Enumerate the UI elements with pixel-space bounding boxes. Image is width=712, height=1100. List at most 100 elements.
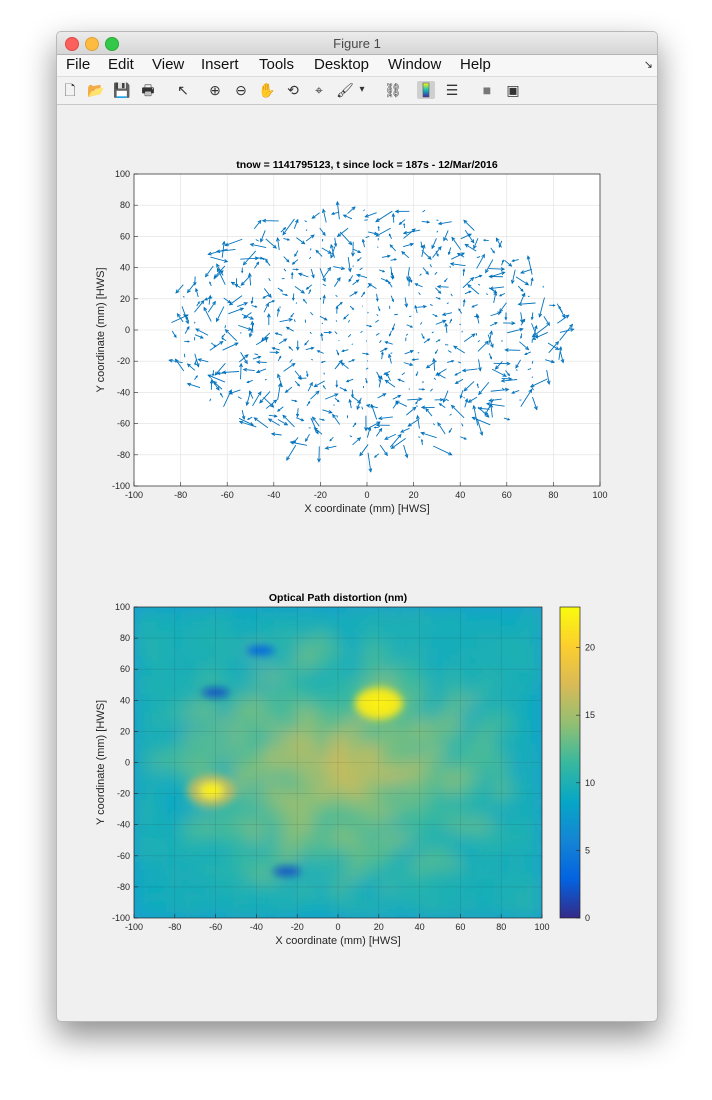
insert-colorbar-icon[interactable] <box>417 81 435 99</box>
figure-window: Figure 1 File Edit View Insert Tools Des… <box>56 31 658 1022</box>
title-bar[interactable]: Figure 1 <box>57 32 657 55</box>
menu-desktop[interactable]: Desktop <box>314 56 370 73</box>
edit-plot-icon[interactable]: ↖ <box>177 82 189 98</box>
heatmap-cell <box>346 806 363 819</box>
quiver-arrow <box>380 347 388 353</box>
heatmap-axes[interactable]: -100 -80 -60 -40 -20 0 20 40 60 80 100 -100 -80 -60 -4… <box>95 592 550 947</box>
quiver-arrow <box>182 296 185 298</box>
heatmap-cell <box>231 681 249 695</box>
heatmap-x-axis-label: X coordinate (mm) [HWS] <box>275 935 400 947</box>
heatmap-cell <box>476 756 494 770</box>
heatmap-cell <box>166 607 184 620</box>
save-icon[interactable]: 💾 <box>113 82 131 98</box>
quiver-arrow <box>333 237 338 248</box>
open-file-icon[interactable]: 📂 <box>87 82 105 98</box>
heatmap-cell <box>199 656 217 670</box>
heatmap-cell <box>329 843 347 857</box>
quiver-arrow <box>421 249 432 260</box>
quiver-arrow <box>322 409 333 414</box>
brush-dropdown-icon[interactable]: ▾ <box>359 84 365 95</box>
new-figure-icon[interactable]: 🗋 <box>64 82 76 98</box>
hide-plot-tools-icon[interactable]: ■ <box>482 82 492 98</box>
heatmap-cell <box>248 893 266 907</box>
heatmap-cell <box>280 756 298 770</box>
menu-view[interactable]: View <box>152 56 185 73</box>
zoom-window-button[interactable] <box>105 37 119 51</box>
heatmap-cell <box>476 768 494 782</box>
quiver-arrow <box>364 212 377 218</box>
menu-window[interactable]: Window <box>388 56 442 73</box>
quiver-arrow <box>294 286 306 294</box>
brush-icon[interactable]: 🖌 <box>336 82 354 98</box>
quiver-arrow <box>515 276 530 286</box>
zoom-out-icon[interactable]: ⊖ <box>235 82 247 98</box>
menu-tools[interactable]: Tools <box>259 56 295 73</box>
quiver-arrow <box>241 313 255 320</box>
heatmap-cell <box>411 893 429 907</box>
quiver-arrow <box>330 246 336 259</box>
quiver-axes[interactable]: -100 -80 -60 -40 -20 0 20 40 60 80 100 -100 -80 -60 -4… <box>95 159 608 515</box>
heatmap-cell <box>411 669 429 683</box>
quiver-arrow <box>291 259 299 265</box>
quiver-arrow <box>433 377 437 380</box>
zoom-in-icon[interactable]: ⊕ <box>209 82 221 98</box>
heatmap-cell <box>395 718 412 732</box>
pan-icon[interactable]: ✋ <box>258 82 276 98</box>
heatmap-cell <box>476 893 494 907</box>
colorbar[interactable]: 0 5 10 15 20 <box>559 606 595 923</box>
heatmap-cell <box>199 843 217 857</box>
heatmap-cell <box>313 806 331 819</box>
quiver-arrow <box>490 311 502 317</box>
heatmap-cell <box>444 694 461 708</box>
heatmap-cell <box>444 619 461 633</box>
heatmap-cell <box>444 756 461 770</box>
heatmap-cell <box>166 743 184 757</box>
quiver-arrow <box>340 362 349 370</box>
quiver-arrow <box>546 369 551 386</box>
heatmap-cell <box>378 631 396 645</box>
heatmap-cell <box>215 806 233 819</box>
quiver-arrow <box>267 418 280 426</box>
heatmap-cell <box>280 793 298 807</box>
heatmap-cell <box>493 743 510 757</box>
close-window-button[interactable] <box>65 37 79 51</box>
insert-legend-icon[interactable]: ☰ <box>445 82 459 98</box>
quiver-arrow <box>458 361 462 364</box>
heatmap-cell <box>182 706 200 720</box>
heatmap-cell <box>166 880 184 894</box>
heatmap-cell <box>362 843 380 857</box>
menu-edit[interactable]: Edit <box>108 56 134 73</box>
heatmap-cell <box>378 868 396 882</box>
heatmap-cell <box>525 718 542 732</box>
menu-dock-arrow-icon[interactable]: ↘ <box>643 59 653 71</box>
quiver-arrow <box>447 247 452 256</box>
heatmap-cell <box>329 681 347 695</box>
quiver-arrow <box>316 350 324 354</box>
menu-file[interactable]: File <box>66 56 91 73</box>
heatmap-cell <box>215 743 233 757</box>
rotate-3d-icon[interactable]: ⟲ <box>287 82 299 98</box>
link-plot-icon[interactable]: ⛓ <box>384 82 402 98</box>
show-plot-tools-icon[interactable]: ▣ <box>506 82 520 98</box>
heatmap-cell <box>248 880 266 894</box>
heatmap-cell <box>182 843 200 857</box>
quiver-arrow <box>310 390 320 400</box>
heatmap-cell <box>427 806 445 819</box>
heatmap-cell <box>280 644 298 658</box>
heatmap-cell <box>199 818 217 832</box>
heatmap-cell <box>329 880 347 894</box>
menu-insert[interactable]: Insert <box>201 56 239 73</box>
heatmap-cell <box>166 830 184 844</box>
quiver-arrow <box>352 437 362 446</box>
heatmap-cell <box>199 743 217 757</box>
minimize-window-button[interactable] <box>85 37 99 51</box>
heatmap-cell <box>280 905 298 918</box>
quiver-arrow <box>283 238 291 241</box>
heatmap-cell <box>297 731 315 745</box>
quiver-arrow <box>459 323 462 326</box>
print-icon[interactable]: 🖶 <box>141 82 155 98</box>
heatmap-cell <box>509 631 527 645</box>
menu-help[interactable]: Help <box>460 56 491 73</box>
quiver-arrow <box>294 250 299 257</box>
data-cursor-icon[interactable]: ⌖ <box>315 82 323 98</box>
